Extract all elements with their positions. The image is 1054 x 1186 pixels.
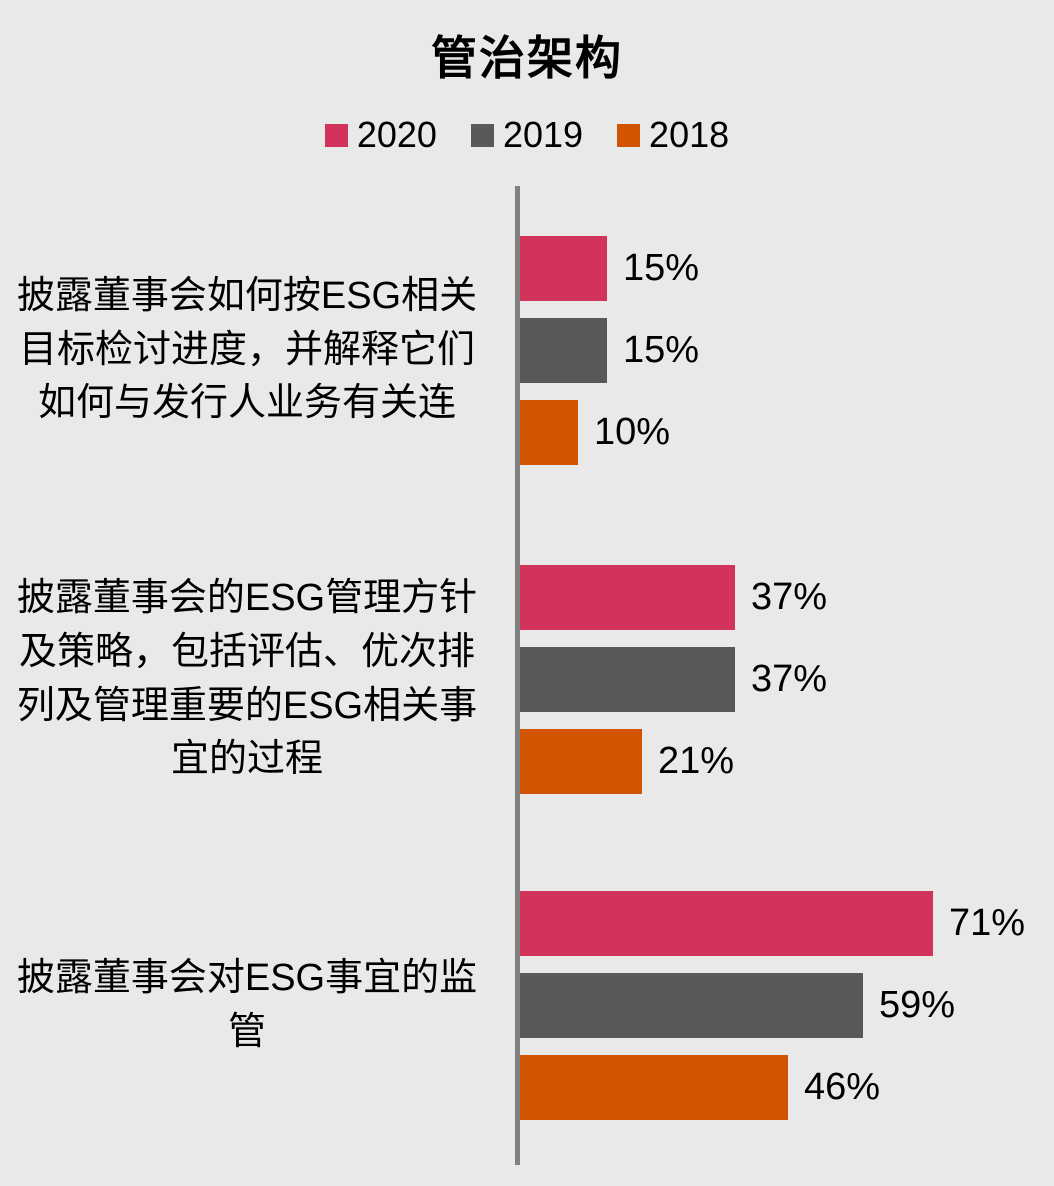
bars-group-1: 15% 15% 10% <box>520 236 1054 465</box>
category-group-2: 披露董事会的ESG管理方针及策略，包括评估、优次排列及管理重要的ESG相关事宜的… <box>0 565 1054 794</box>
value-label: 37% <box>751 576 828 618</box>
value-label: 59% <box>879 984 956 1026</box>
legend-label: 2020 <box>356 114 437 155</box>
axis-line <box>515 186 520 1165</box>
bar-row: 15% <box>520 236 1054 301</box>
legend-swatch-icon <box>324 123 348 147</box>
bar-row: 71% <box>520 891 1054 956</box>
value-label: 37% <box>751 658 828 700</box>
chart-title: 管治架构 <box>431 32 623 84</box>
legend-item-2019: 2019 <box>470 114 584 156</box>
bar-2018 <box>520 729 642 794</box>
bar-row: 37% <box>520 565 1054 630</box>
legend-item-2018: 2018 <box>617 114 729 156</box>
value-label: 10% <box>594 411 671 453</box>
bar-2018 <box>520 400 578 465</box>
legend-swatch-icon <box>617 123 641 147</box>
bar-2019 <box>520 973 863 1038</box>
bar-row: 59% <box>520 973 1054 1038</box>
value-label: 15% <box>623 247 700 289</box>
category-label: 披露董事会对ESG事宜的监管 <box>16 956 478 1053</box>
legend-item-2020: 2020 <box>324 114 437 156</box>
bars-group-3: 71% 59% 46% <box>520 891 1054 1120</box>
legend-label: 2019 <box>502 114 584 155</box>
bar-groups: 披露董事会如何按ESG相关目标检讨进度，并解释它们如何与发行人业务有关连 15% 1… <box>0 186 1054 1120</box>
bars-group-2: 37% 37% 21% <box>520 565 1054 794</box>
bar-2019 <box>520 647 735 712</box>
plot-area: 披露董事会如何按ESG相关目标检讨进度，并解释它们如何与发行人业务有关连 15% 1… <box>0 186 1054 1165</box>
bar-row: 21% <box>520 729 1054 794</box>
legend-swatch-icon <box>470 123 494 147</box>
category-group-3: 披露董事会对ESG事宜的监管 71% 59% 46% <box>0 891 1054 1120</box>
bar-2020 <box>520 236 607 301</box>
value-label: 71% <box>949 902 1026 944</box>
bar-2019 <box>520 318 607 383</box>
value-label: 21% <box>658 740 735 782</box>
value-label: 46% <box>804 1066 881 1108</box>
bar-2018 <box>520 1055 788 1120</box>
bar-row: 10% <box>520 400 1054 465</box>
chart-legend: 2020 2019 2018 <box>0 114 1054 156</box>
category-label: 披露董事会的ESG管理方针及策略，包括评估、优次排列及管理重要的ESG相关事宜的… <box>16 576 478 781</box>
bar-row: 37% <box>520 647 1054 712</box>
bar-row: 46% <box>520 1055 1054 1120</box>
legend-label: 2018 <box>649 114 730 155</box>
category-label: 披露董事会如何按ESG相关目标检讨进度，并解释它们如何与发行人业务有关连 <box>16 274 478 425</box>
value-label: 15% <box>623 329 700 371</box>
bar-2020 <box>520 565 735 630</box>
bar-2020 <box>520 891 933 956</box>
bar-row: 15% <box>520 318 1054 383</box>
category-group-1: 披露董事会如何按ESG相关目标检讨进度，并解释它们如何与发行人业务有关连 15% 1… <box>0 236 1054 465</box>
